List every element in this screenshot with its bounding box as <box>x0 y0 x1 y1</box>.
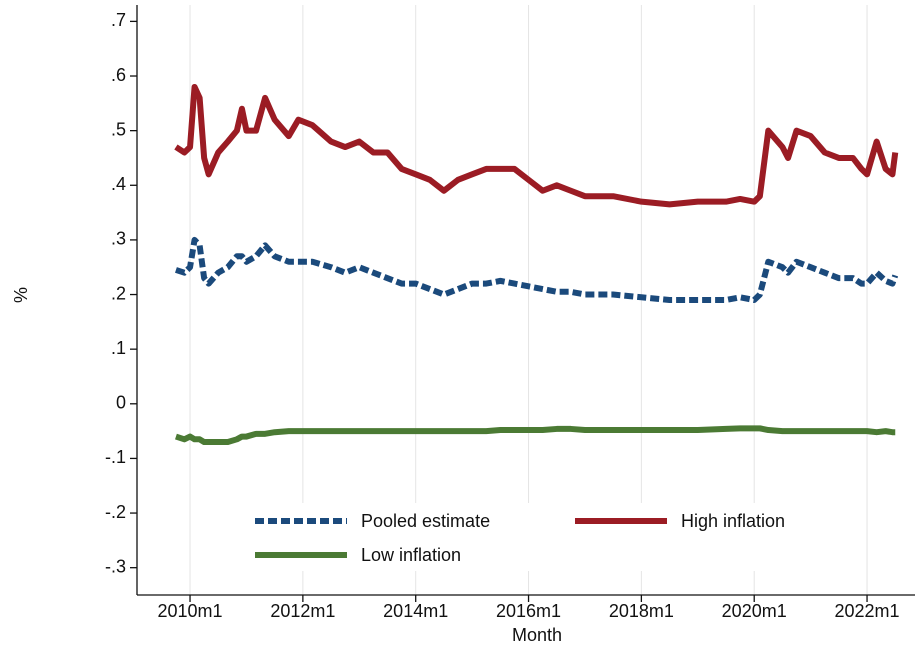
series-line <box>174 83 899 208</box>
x-tick-label: 2020m1 <box>722 601 787 621</box>
y-tick-label: .3 <box>111 229 126 249</box>
legend-label: High inflation <box>681 511 785 531</box>
y-tick-label: -.1 <box>105 447 126 467</box>
series-line <box>175 236 899 303</box>
x-axis-label: Month <box>512 625 562 645</box>
y-tick-label: .7 <box>111 10 126 30</box>
legend-label: Pooled estimate <box>361 511 490 531</box>
x-tick-label: 2012m1 <box>270 601 335 621</box>
x-tick-label: 2014m1 <box>383 601 448 621</box>
y-tick-label: .5 <box>111 119 126 139</box>
legend-label: Low inflation <box>361 545 461 565</box>
x-tick-label: 2018m1 <box>609 601 674 621</box>
y-tick-label: .4 <box>111 174 126 194</box>
y-axis-label: % <box>11 287 31 303</box>
y-tick-label: 0 <box>116 393 126 413</box>
y-tick-label: -.3 <box>105 556 126 576</box>
x-tick-label: 2022m1 <box>835 601 900 621</box>
x-tick-label: 2016m1 <box>496 601 561 621</box>
legend-box <box>245 503 837 571</box>
y-tick-label: .6 <box>111 65 126 85</box>
y-tick-label: -.2 <box>105 502 126 522</box>
series-line <box>175 425 896 446</box>
y-tick-label: .2 <box>111 283 126 303</box>
x-tick-label: 2010m1 <box>158 601 223 621</box>
y-tick-label: .1 <box>111 338 126 358</box>
